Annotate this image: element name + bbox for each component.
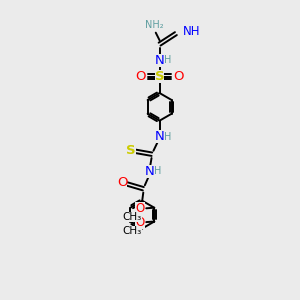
Text: H: H xyxy=(154,167,161,176)
Text: O: O xyxy=(117,176,128,190)
Text: N: N xyxy=(154,54,164,67)
Text: N: N xyxy=(145,165,155,178)
Text: O: O xyxy=(135,202,145,215)
Text: S: S xyxy=(126,144,136,157)
Text: O: O xyxy=(136,70,146,83)
Text: NH: NH xyxy=(183,25,200,38)
Text: H: H xyxy=(164,132,171,142)
Text: NH₂: NH₂ xyxy=(146,20,164,30)
Text: O: O xyxy=(173,70,183,83)
Text: H: H xyxy=(164,56,171,65)
Text: O: O xyxy=(135,216,145,229)
Text: CH₃: CH₃ xyxy=(123,212,142,222)
Text: S: S xyxy=(155,70,164,83)
Text: N: N xyxy=(155,130,164,143)
Text: CH₃: CH₃ xyxy=(123,226,142,236)
